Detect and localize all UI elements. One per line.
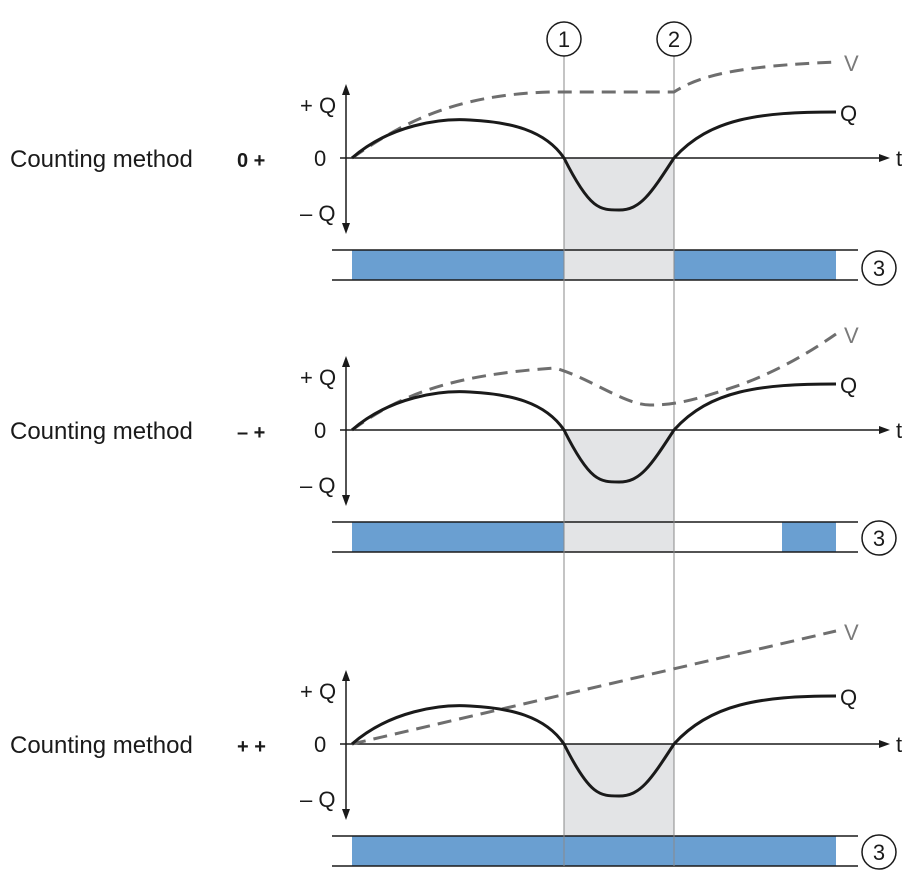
bar-panel-2-right	[782, 522, 836, 552]
svg-text:3: 3	[873, 840, 885, 865]
q-label: Q	[840, 101, 857, 126]
v-curve	[351, 629, 837, 746]
marker-2: 2	[656, 21, 692, 57]
v-curve	[351, 332, 837, 432]
shaded-regions	[564, 158, 674, 866]
bar-panel-3-full	[352, 836, 836, 866]
t-label: t	[896, 732, 902, 757]
zero-label: 0	[314, 732, 326, 757]
t-label: t	[896, 146, 902, 171]
v-label: V	[844, 323, 859, 348]
bar-outlines	[332, 249, 858, 867]
method-label: Counting method	[10, 418, 193, 445]
plus-q-label: + Q	[300, 365, 336, 390]
method-label: Counting method	[10, 146, 193, 173]
plus-q-label: + Q	[300, 679, 336, 704]
bar-panel-1-left	[352, 250, 564, 280]
v-label: V	[844, 620, 859, 645]
q-curve	[351, 382, 837, 484]
q-curve	[351, 694, 837, 798]
marker-1: 1	[546, 21, 582, 57]
bar-panel-1-right	[674, 250, 836, 280]
q-curve	[351, 110, 837, 212]
q-label: Q	[840, 685, 857, 710]
zero-label: 0	[314, 146, 326, 171]
shade-panel-2	[564, 430, 674, 552]
panel-counting-minus-plus: Counting method – + + Q 0 – Q t V Q 3	[10, 323, 902, 556]
plus-q-label: + Q	[300, 93, 336, 118]
counting-bars	[352, 250, 836, 866]
marker-3: 3	[861, 520, 897, 556]
t-label: t	[896, 418, 902, 443]
zero-label: 0	[314, 418, 326, 443]
method-label: Counting method	[10, 732, 193, 759]
marker-lines	[563, 56, 675, 866]
method-mark: – +	[237, 422, 265, 444]
method-mark: + +	[237, 736, 266, 758]
minus-q-label: – Q	[300, 473, 335, 498]
svg-text:3: 3	[873, 526, 885, 551]
method-mark: 0 +	[237, 150, 265, 172]
minus-q-label: – Q	[300, 201, 335, 226]
panel-counting-0-plus: Counting method 0 + + Q 0 – Q t V Q 3	[10, 51, 902, 286]
svg-text:2: 2	[668, 27, 680, 52]
svg-text:1: 1	[558, 27, 570, 52]
minus-q-label: – Q	[300, 787, 335, 812]
svg-text:3: 3	[873, 256, 885, 281]
shade-panel-1	[564, 158, 674, 280]
panel-counting-plus-plus: Counting method + + + Q 0 – Q t V Q 3	[10, 620, 902, 870]
v-curve	[351, 60, 837, 160]
q-label: Q	[840, 373, 857, 398]
marker-3: 3	[861, 250, 897, 286]
v-label: V	[844, 51, 859, 76]
marker-3: 3	[861, 834, 897, 870]
bar-panel-2-left	[352, 522, 564, 552]
